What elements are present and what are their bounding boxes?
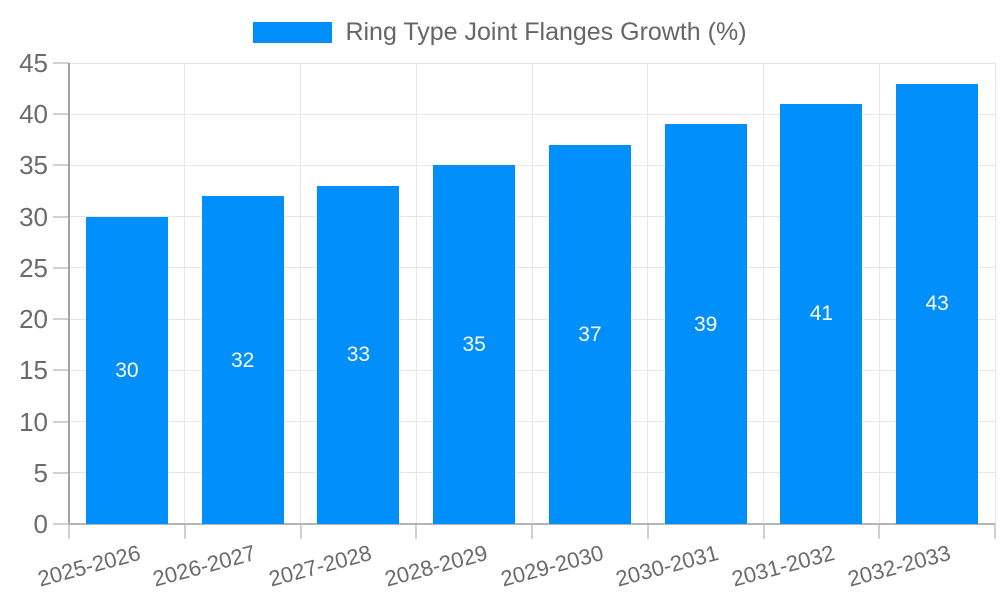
x-axis-tick [531, 524, 533, 539]
x-axis-label: 2031-2032 [729, 540, 838, 592]
bar[interactable]: 32 [201, 196, 284, 524]
bar[interactable]: 41 [780, 103, 863, 524]
y-axis-label: 20 [19, 304, 48, 335]
bar-value-label: 30 [115, 358, 139, 382]
x-axis-tick [415, 524, 418, 539]
y-axis-label: 10 [19, 406, 48, 437]
y-axis-label: 15 [19, 355, 48, 386]
gridline-vertical [647, 63, 649, 524]
x-axis-tick [68, 524, 70, 539]
x-axis-label: 2030-2031 [613, 540, 722, 592]
gridline-vertical [184, 63, 186, 524]
x-axis-tick [878, 524, 881, 539]
x-axis-tick [994, 524, 996, 539]
y-axis-label: 25 [19, 252, 48, 283]
bar-value-label: 33 [346, 343, 371, 367]
gridline-vertical [994, 63, 996, 524]
y-axis-tick [53, 523, 69, 525]
y-axis-label: 40 [19, 99, 48, 130]
y-axis-label: 30 [19, 201, 48, 232]
x-axis-tick [299, 524, 302, 539]
bar[interactable]: 33 [317, 185, 400, 524]
x-axis-label: 2029-2030 [497, 540, 606, 592]
x-axis-label: 2025-2026 [34, 540, 143, 592]
bar-value-label: 35 [462, 333, 486, 357]
bar-value-label: 41 [809, 302, 834, 326]
x-axis-label: 2028-2029 [381, 540, 491, 592]
bar[interactable]: 30 [85, 216, 168, 524]
x-axis-tick [183, 524, 186, 539]
bar[interactable]: 35 [433, 165, 516, 524]
y-axis-label: 0 [33, 509, 48, 539]
y-axis-tick [53, 420, 69, 423]
legend-swatch[interactable] [253, 22, 333, 43]
y-axis-label: 35 [19, 150, 48, 181]
x-axis-label: 2032-2033 [844, 540, 954, 592]
gridline-vertical [531, 63, 533, 524]
plot-area: 0 5 10 15 20 25 30 35 40 45 30 2025-2026 32 2026-2027… [19, 50, 996, 591]
x-axis-label: 2027-2028 [266, 540, 375, 592]
y-axis-tick [53, 164, 69, 167]
gridline-vertical [300, 63, 301, 524]
legend[interactable]: Ring Type Joint Flanges Growth (%) [0, 19, 1000, 46]
gridline-vertical [878, 63, 880, 524]
y-axis-line [68, 63, 70, 524]
bar[interactable]: 39 [664, 124, 747, 524]
y-axis-tick [53, 113, 69, 116]
legend-label[interactable]: Ring Type Joint Flanges Growth (%) [345, 18, 747, 46]
bar-value-label: 32 [230, 348, 255, 372]
y-axis-tick [53, 215, 69, 218]
bar[interactable]: 43 [896, 83, 979, 524]
bar[interactable]: 37 [548, 144, 631, 524]
bar-value-label: 43 [925, 292, 949, 316]
x-axis-tick [762, 524, 765, 539]
y-axis-label: 5 [33, 457, 48, 488]
x-axis-label: 2026-2027 [150, 540, 259, 592]
y-axis-tick [53, 62, 69, 64]
gridline-vertical [415, 63, 417, 524]
y-axis-tick [53, 318, 69, 321]
x-axis-line [68, 523, 995, 525]
bar-value-label: 37 [578, 322, 602, 346]
bar-value-label: 39 [693, 312, 718, 336]
x-axis-tick [646, 524, 649, 539]
y-axis-tick [53, 471, 69, 474]
y-axis-tick [53, 369, 69, 372]
gridline-vertical [763, 63, 764, 524]
y-axis-tick [53, 266, 69, 269]
y-axis-label: 45 [19, 48, 48, 78]
